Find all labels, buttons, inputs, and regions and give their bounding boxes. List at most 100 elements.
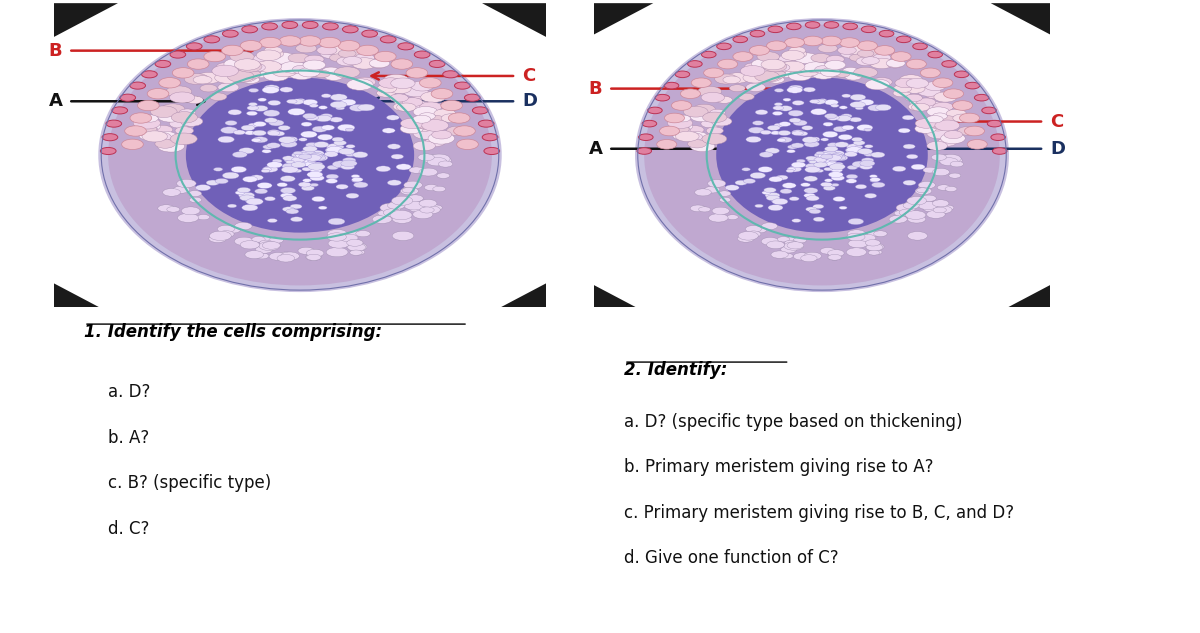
Ellipse shape: [418, 121, 436, 129]
Ellipse shape: [958, 127, 978, 135]
Ellipse shape: [703, 112, 727, 123]
Ellipse shape: [391, 196, 413, 205]
Ellipse shape: [918, 86, 941, 96]
Ellipse shape: [818, 153, 832, 158]
Ellipse shape: [716, 78, 928, 232]
Ellipse shape: [277, 252, 295, 260]
Ellipse shape: [352, 179, 361, 182]
Ellipse shape: [389, 202, 402, 208]
Ellipse shape: [857, 41, 877, 51]
Ellipse shape: [313, 155, 326, 160]
Ellipse shape: [815, 153, 828, 158]
Ellipse shape: [907, 215, 925, 223]
Ellipse shape: [838, 46, 857, 54]
Ellipse shape: [787, 149, 796, 153]
Ellipse shape: [209, 93, 227, 101]
Ellipse shape: [852, 161, 868, 167]
Ellipse shape: [214, 168, 223, 171]
Ellipse shape: [905, 203, 917, 208]
Ellipse shape: [852, 137, 863, 142]
Ellipse shape: [870, 58, 894, 69]
Ellipse shape: [265, 197, 275, 201]
Ellipse shape: [108, 25, 492, 285]
Ellipse shape: [821, 36, 841, 46]
Ellipse shape: [312, 126, 328, 132]
Ellipse shape: [391, 59, 413, 69]
Ellipse shape: [774, 103, 782, 106]
Ellipse shape: [433, 186, 445, 192]
Ellipse shape: [292, 157, 305, 163]
Ellipse shape: [173, 186, 190, 193]
Text: b. A?: b. A?: [108, 429, 149, 446]
Ellipse shape: [234, 59, 260, 70]
Ellipse shape: [786, 236, 802, 243]
Ellipse shape: [390, 210, 412, 220]
Ellipse shape: [665, 113, 684, 123]
Ellipse shape: [241, 125, 254, 130]
Ellipse shape: [262, 87, 280, 94]
Ellipse shape: [810, 99, 820, 103]
Ellipse shape: [848, 239, 869, 248]
Ellipse shape: [683, 133, 703, 141]
Ellipse shape: [814, 158, 827, 163]
Ellipse shape: [152, 131, 178, 142]
Ellipse shape: [932, 113, 948, 120]
Ellipse shape: [857, 50, 874, 57]
Ellipse shape: [268, 130, 280, 135]
Ellipse shape: [871, 152, 884, 158]
Ellipse shape: [926, 210, 946, 218]
Ellipse shape: [150, 132, 172, 141]
Ellipse shape: [859, 234, 876, 242]
Ellipse shape: [715, 74, 738, 84]
Ellipse shape: [830, 104, 839, 108]
Ellipse shape: [796, 66, 820, 77]
Ellipse shape: [262, 49, 283, 59]
Ellipse shape: [358, 104, 374, 111]
Ellipse shape: [281, 187, 295, 194]
Ellipse shape: [850, 101, 865, 108]
Ellipse shape: [337, 124, 355, 131]
Ellipse shape: [778, 237, 790, 242]
Ellipse shape: [313, 70, 330, 77]
Ellipse shape: [330, 101, 347, 108]
Ellipse shape: [648, 107, 662, 114]
Ellipse shape: [148, 89, 169, 99]
Ellipse shape: [299, 154, 312, 160]
Text: 2. Identify:: 2. Identify:: [624, 361, 727, 379]
Ellipse shape: [324, 151, 338, 157]
Ellipse shape: [824, 179, 833, 182]
Ellipse shape: [827, 254, 841, 260]
Ellipse shape: [240, 241, 259, 249]
Ellipse shape: [812, 99, 826, 104]
Ellipse shape: [301, 122, 312, 127]
Ellipse shape: [712, 117, 732, 126]
Ellipse shape: [349, 104, 367, 111]
Ellipse shape: [856, 106, 864, 110]
Ellipse shape: [824, 22, 839, 28]
Ellipse shape: [680, 89, 701, 99]
Ellipse shape: [762, 191, 770, 194]
Ellipse shape: [421, 206, 440, 214]
Ellipse shape: [991, 134, 1006, 141]
Ellipse shape: [853, 67, 877, 78]
Ellipse shape: [804, 141, 820, 147]
Ellipse shape: [864, 145, 874, 148]
Ellipse shape: [292, 151, 308, 158]
Ellipse shape: [302, 146, 317, 152]
Ellipse shape: [278, 125, 290, 130]
Ellipse shape: [290, 99, 304, 104]
Ellipse shape: [932, 168, 949, 176]
Ellipse shape: [433, 132, 452, 141]
Ellipse shape: [841, 114, 852, 118]
Ellipse shape: [815, 152, 830, 158]
Ellipse shape: [288, 108, 305, 115]
Ellipse shape: [163, 189, 180, 196]
Ellipse shape: [672, 128, 691, 137]
Ellipse shape: [247, 106, 258, 110]
Ellipse shape: [432, 156, 451, 165]
Ellipse shape: [395, 97, 416, 107]
Ellipse shape: [235, 191, 245, 194]
Ellipse shape: [217, 225, 235, 233]
Ellipse shape: [252, 70, 269, 78]
Ellipse shape: [982, 107, 996, 114]
